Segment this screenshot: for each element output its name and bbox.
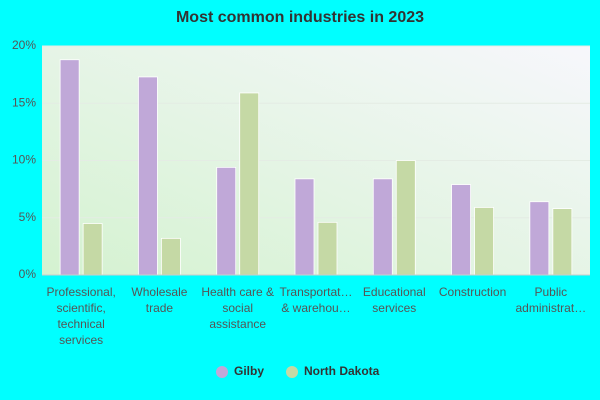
x-tick-label: Construction xyxy=(438,285,507,299)
bar xyxy=(239,92,260,276)
bar xyxy=(395,160,416,276)
x-tick-label: Wholesale trade xyxy=(131,285,188,315)
legend-label: North Dakota xyxy=(304,364,380,378)
y-tick-label: 0% xyxy=(19,267,37,281)
bar xyxy=(529,201,550,276)
x-tick-label: Professional, scientific, technical serv… xyxy=(46,285,116,347)
x-tick-label: Transportat… & warehou… xyxy=(279,285,353,315)
legend-swatch xyxy=(286,366,299,378)
bar xyxy=(59,59,80,276)
bar xyxy=(294,178,315,276)
bar xyxy=(161,237,181,276)
bar xyxy=(372,178,393,276)
legend-swatch xyxy=(216,366,228,378)
bar xyxy=(138,76,158,276)
y-tick-label: 5% xyxy=(19,210,37,224)
bar xyxy=(317,221,338,276)
bar xyxy=(552,208,573,276)
chart-title: Most common industries in 2023 xyxy=(176,9,424,26)
bar xyxy=(82,223,103,276)
bar xyxy=(474,207,494,276)
x-tick-label: Health care & social assistance xyxy=(201,285,275,331)
bar xyxy=(451,184,471,276)
y-tick-label: 15% xyxy=(12,95,36,109)
legend-label: Gilby xyxy=(234,364,264,378)
y-tick-label: 10% xyxy=(12,153,36,167)
y-tick-label: 20% xyxy=(12,38,36,52)
x-tick-label: Educational services xyxy=(362,285,426,315)
bar xyxy=(216,166,237,276)
x-tick-label: Public administrat… xyxy=(515,285,587,315)
